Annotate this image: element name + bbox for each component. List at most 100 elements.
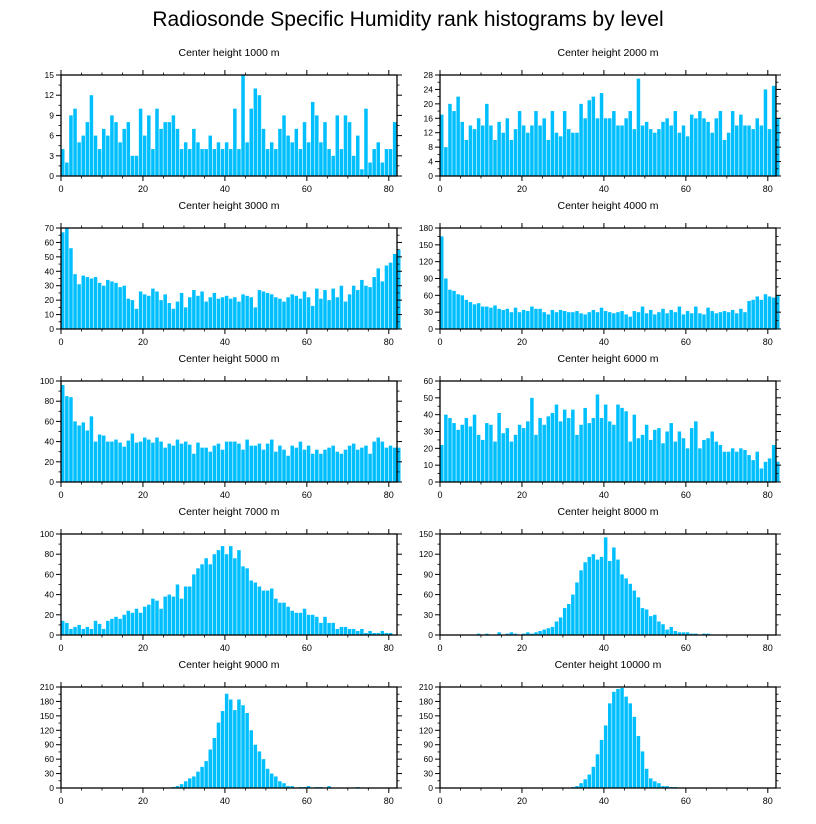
histogram-bar xyxy=(347,294,352,329)
histogram-bar xyxy=(245,712,249,788)
histogram-bar xyxy=(249,108,253,176)
histogram-bar xyxy=(558,421,563,482)
histogram-bar xyxy=(364,632,368,635)
histogram-bar xyxy=(278,602,282,635)
histogram-bar xyxy=(575,582,579,635)
histogram-bar xyxy=(763,89,768,176)
histogram-bar xyxy=(192,128,196,176)
histogram-bar xyxy=(175,301,180,329)
histogram-bar xyxy=(493,441,497,482)
x-tick-label: 20 xyxy=(517,643,527,653)
histogram-bar xyxy=(179,149,184,176)
histogram-bar xyxy=(599,93,604,176)
y-tick-label: 0 xyxy=(428,324,433,334)
histogram-bar xyxy=(640,751,645,788)
histogram-bar xyxy=(517,111,522,176)
histogram-bar xyxy=(444,147,448,176)
histogram-bar xyxy=(476,434,481,482)
x-tick-label: 0 xyxy=(437,337,442,347)
y-tick-label: 0 xyxy=(49,630,54,640)
histogram-bar xyxy=(472,129,477,176)
histogram-bar xyxy=(661,624,665,635)
histogram-bar xyxy=(175,786,180,788)
histogram-bar xyxy=(751,460,755,482)
histogram-bar xyxy=(208,451,213,482)
x-tick-label: 0 xyxy=(58,337,63,347)
histogram-bar xyxy=(138,291,143,329)
histogram-bar xyxy=(595,118,600,176)
y-tick-label: 12 xyxy=(424,128,434,138)
y-tick-label: 60 xyxy=(424,376,434,386)
histogram-panel-9: Center height 9000 m 0 20 40 60 80 0 30 60 90 120 1… xyxy=(40,659,402,806)
histogram-bar xyxy=(689,633,694,635)
y-tick-label: 24 xyxy=(424,84,434,94)
y-tick-label: 20 xyxy=(45,610,55,620)
histogram-bar xyxy=(673,312,678,329)
histogram-bar xyxy=(665,431,669,482)
panel-title: Center height 5000 m xyxy=(179,353,280,365)
histogram-bar xyxy=(653,132,657,176)
histogram-bar xyxy=(85,626,90,635)
histogram-bar xyxy=(587,100,592,176)
histogram-bar xyxy=(183,781,188,788)
histogram-bar xyxy=(714,441,719,482)
histogram-bar xyxy=(571,594,575,635)
histogram-bar xyxy=(485,103,489,176)
histogram-bar xyxy=(237,699,241,788)
histogram-bar xyxy=(85,122,90,176)
histogram-bar xyxy=(130,300,135,329)
histogram-bar xyxy=(274,451,278,482)
histogram-bar xyxy=(167,594,172,635)
histogram-bar xyxy=(493,139,497,176)
histogram-bar xyxy=(347,122,352,176)
histogram-bar xyxy=(388,445,393,482)
histogram-bar xyxy=(714,313,719,329)
histogram-bar xyxy=(681,438,686,482)
histogram-bar xyxy=(151,288,155,329)
histogram-bar xyxy=(657,621,661,635)
histogram-bar xyxy=(245,439,249,482)
histogram-bar xyxy=(702,314,706,329)
histogram-bar xyxy=(237,301,241,329)
histogram-bar xyxy=(653,781,657,788)
histogram-bar xyxy=(526,311,530,329)
histogram-bar xyxy=(175,584,180,635)
histogram-bar xyxy=(343,115,348,176)
histogram-bar xyxy=(624,314,628,329)
histogram-bar xyxy=(677,431,682,482)
histogram-bar xyxy=(331,445,335,482)
histogram-bar xyxy=(376,437,381,482)
histogram-bar xyxy=(93,441,98,482)
histogram-bar xyxy=(298,441,303,482)
histogram-bar xyxy=(192,776,196,788)
x-tick-label: 80 xyxy=(384,184,394,194)
y-tick-label: 30 xyxy=(45,769,55,779)
histogram-bar xyxy=(702,118,706,176)
histogram-bar xyxy=(200,291,204,329)
histogram-bar xyxy=(530,306,534,329)
histogram-bar xyxy=(550,111,555,176)
histogram-bar xyxy=(579,783,583,788)
histogram-bar xyxy=(286,786,290,788)
histogram-bar xyxy=(579,103,583,176)
histogram-bar xyxy=(665,313,669,329)
histogram-bar xyxy=(681,314,686,329)
histogram-bar xyxy=(163,447,167,482)
histogram-bar xyxy=(335,297,340,329)
histogram-bar xyxy=(298,298,303,329)
histogram-bar xyxy=(159,128,163,176)
histogram-bar xyxy=(265,590,270,635)
histogram-bar xyxy=(249,297,253,329)
histogram-bar xyxy=(188,149,192,176)
histogram-bar xyxy=(237,550,241,635)
histogram-bar xyxy=(509,139,514,176)
histogram-bar xyxy=(677,632,682,635)
histogram-bar xyxy=(192,453,196,482)
histogram-bar xyxy=(134,308,139,329)
x-tick-label: 0 xyxy=(437,184,442,194)
histogram-bar xyxy=(274,598,278,635)
histogram-bar xyxy=(171,308,176,329)
histogram-bar xyxy=(130,155,135,176)
histogram-bar xyxy=(278,781,282,788)
y-tick-label: 0 xyxy=(428,477,433,487)
